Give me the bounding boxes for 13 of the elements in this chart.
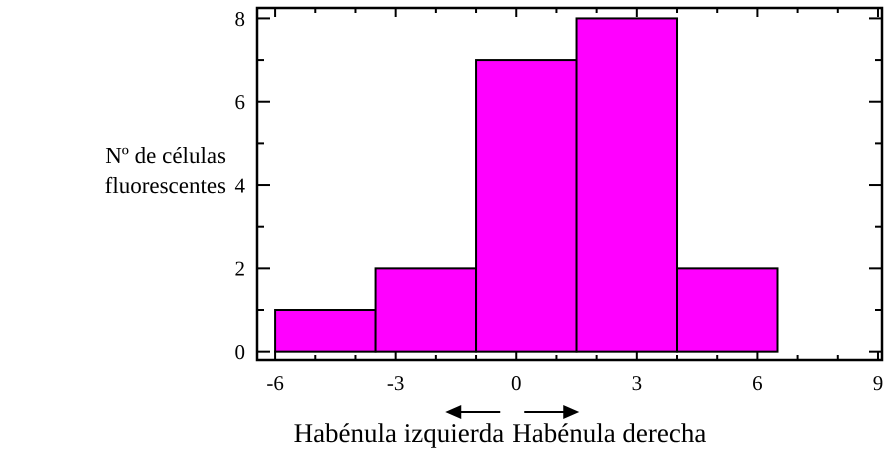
x-tick-label: 6 xyxy=(752,371,763,395)
y-tick-label: 6 xyxy=(234,90,245,114)
x-axis-title: Habénula izquierda Habénula derecha xyxy=(294,418,706,448)
y-tick-label: 8 xyxy=(234,6,245,31)
y-tick-label: 4 xyxy=(234,173,246,198)
x-tick-label: 9 xyxy=(872,371,884,395)
y-axis-title: Nº de células fluorescentes xyxy=(104,143,226,198)
x-tick-label: 3 xyxy=(632,371,642,395)
x-tick-label: -3 xyxy=(386,371,404,395)
x-tick-label: 0 xyxy=(510,371,522,395)
y-tick-label: 0 xyxy=(234,340,245,364)
y-tick-label: 2 xyxy=(234,256,245,281)
x-tick-label: -6 xyxy=(266,371,284,395)
